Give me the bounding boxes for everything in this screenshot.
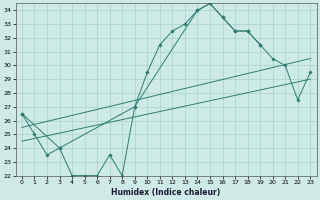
X-axis label: Humidex (Indice chaleur): Humidex (Indice chaleur) [111, 188, 221, 197]
